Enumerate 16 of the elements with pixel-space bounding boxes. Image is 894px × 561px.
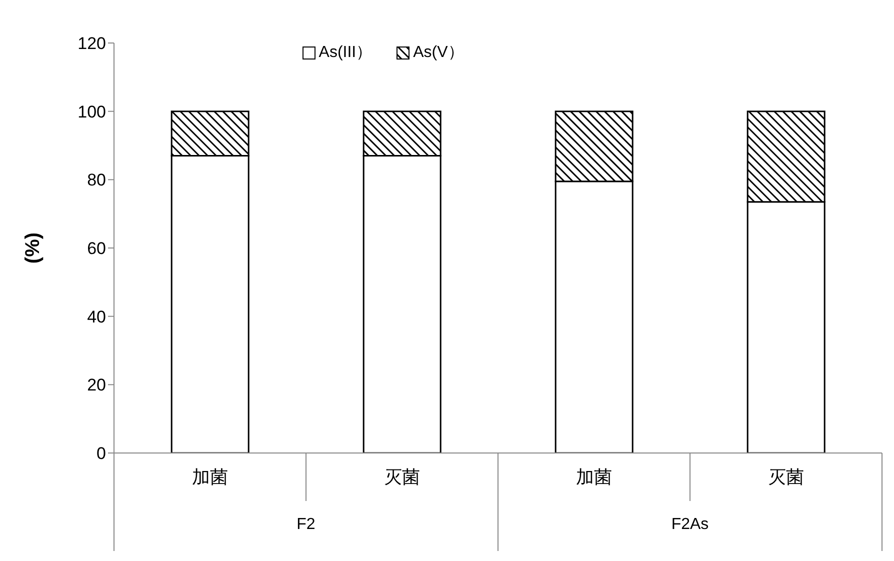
x-tick-label: 灭菌: [384, 467, 420, 487]
x-tick-label: 灭菌: [768, 467, 804, 487]
y-tick-label: 60: [87, 239, 106, 258]
text: F2: [296, 516, 316, 533]
y-tick-label: 100: [78, 102, 106, 122]
y-tick-label: 0: [96, 444, 106, 464]
y-tick-label: 80: [87, 170, 106, 190]
y-tick-label: 20: [87, 376, 106, 395]
legend-label: As(III）: [318, 43, 372, 63]
legend-label: As(V）: [412, 43, 464, 63]
x-tick-label: 加菌: [576, 467, 612, 487]
y-axis-title: (%): [22, 232, 44, 264]
y-tick-label: 120: [78, 34, 106, 54]
y-tick-label: 40: [87, 307, 106, 326]
x-tick-label: 加菌: [192, 467, 228, 487]
text: F2As: [671, 516, 709, 533]
